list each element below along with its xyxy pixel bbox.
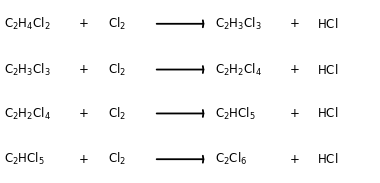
Text: $\mathrm{C_2HCl_5}$: $\mathrm{C_2HCl_5}$	[215, 105, 255, 122]
Text: +: +	[79, 63, 89, 76]
Text: +: +	[290, 63, 299, 76]
Text: $\mathrm{HCl}$: $\mathrm{HCl}$	[317, 107, 339, 120]
Text: +: +	[79, 107, 89, 120]
Text: $\mathrm{HCl}$: $\mathrm{HCl}$	[317, 63, 339, 76]
Text: +: +	[290, 153, 299, 166]
Text: $\mathrm{HCl}$: $\mathrm{HCl}$	[317, 17, 339, 31]
Text: +: +	[290, 17, 299, 30]
Text: $\mathrm{Cl_2}$: $\mathrm{Cl_2}$	[108, 151, 126, 167]
Text: +: +	[290, 107, 299, 120]
Text: $\mathrm{C_2H_2Cl_4}$: $\mathrm{C_2H_2Cl_4}$	[4, 105, 51, 122]
Text: $\mathrm{C_2H_2Cl_4}$: $\mathrm{C_2H_2Cl_4}$	[215, 61, 261, 78]
Text: $\mathrm{Cl_2}$: $\mathrm{Cl_2}$	[108, 16, 126, 32]
Text: $\mathrm{Cl_2}$: $\mathrm{Cl_2}$	[108, 61, 126, 78]
Text: $\mathrm{C_2H_3Cl_3}$: $\mathrm{C_2H_3Cl_3}$	[4, 61, 51, 78]
Text: $\mathrm{HCl}$: $\mathrm{HCl}$	[317, 152, 339, 166]
Text: $\mathrm{C_2H_3Cl_3}$: $\mathrm{C_2H_3Cl_3}$	[215, 16, 261, 32]
Text: +: +	[79, 153, 89, 166]
Text: +: +	[79, 17, 89, 30]
Text: $\mathrm{C_2Cl_6}$: $\mathrm{C_2Cl_6}$	[215, 151, 247, 167]
Text: $\mathrm{C_2H_4Cl_2}$: $\mathrm{C_2H_4Cl_2}$	[4, 16, 50, 32]
Text: $\mathrm{C_2HCl_5}$: $\mathrm{C_2HCl_5}$	[4, 151, 44, 167]
Text: $\mathrm{Cl_2}$: $\mathrm{Cl_2}$	[108, 105, 126, 122]
